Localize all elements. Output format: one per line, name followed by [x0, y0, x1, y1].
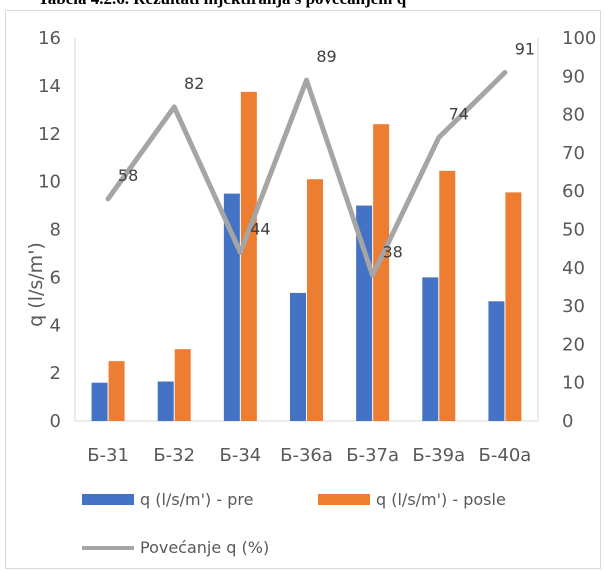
legend-label-posle: q (l/s/m') - posle	[376, 490, 506, 509]
y-tick-left-label: 0	[50, 411, 61, 432]
bar-pre	[223, 193, 240, 421]
data-label-increase: 38	[382, 242, 402, 261]
legend-item-increase: Povećanje q (%)	[82, 538, 269, 557]
y-tick-left-label: 12	[38, 124, 61, 145]
legend-label-increase: Povećanje q (%)	[140, 538, 270, 557]
x-tick-label: Б-34	[219, 445, 261, 466]
y-tick-right-label: 0	[562, 411, 573, 432]
x-tick-label: Б-36a	[280, 445, 333, 466]
y-tick-left-label: 8	[50, 220, 61, 241]
data-label-increase: 82	[184, 74, 204, 93]
legend-swatch-pre	[82, 494, 134, 505]
bar-pre	[157, 381, 174, 421]
y-axis-title: q (l/s/m')	[25, 242, 47, 327]
y-tick-right-label: 30	[562, 296, 585, 317]
bar-posle	[307, 179, 323, 421]
bar-posle	[108, 361, 125, 421]
legend-label-pre: q (l/s/m') - pre	[140, 490, 254, 509]
x-tick-label: Б-31	[87, 445, 129, 466]
y-tick-right-label: 50	[562, 220, 585, 241]
y-tick-right-label: 40	[562, 258, 585, 279]
y-tick-left-label: 2	[50, 363, 61, 384]
data-label-increase: 58	[118, 166, 138, 185]
data-label-increase: 44	[250, 219, 270, 238]
top-caption: Tabela 4.2.6. Rezultati injektiranja s p…	[38, 0, 406, 9]
legend-swatch-increase	[82, 545, 134, 550]
chart-frame	[5, 10, 601, 569]
y-tick-left-label: 14	[38, 76, 61, 97]
y-tick-right-label: 60	[562, 181, 585, 202]
y-tick-left-label: 16	[38, 28, 61, 49]
bar-pre	[290, 292, 306, 421]
bar-posle	[505, 192, 522, 421]
y-tick-left-label: 4	[50, 315, 61, 336]
legend-swatch-posle	[318, 494, 370, 505]
legend-item-posle: q (l/s/m') - posle	[318, 490, 506, 509]
y-tick-right-label: 10	[562, 373, 585, 394]
data-label-increase: 74	[449, 105, 469, 124]
bar-pre	[91, 382, 108, 421]
x-tick-label: Б-39a	[412, 445, 465, 466]
y-tick-right-label: 80	[562, 105, 585, 126]
y-tick-right-label: 70	[562, 143, 585, 164]
y-tick-right-label: 90	[562, 66, 585, 87]
y-tick-right-label: 100	[562, 28, 596, 49]
y-tick-left-label: 10	[38, 172, 61, 193]
data-label-increase: 89	[316, 47, 336, 66]
data-label-increase: 91	[515, 39, 535, 58]
legend-item-pre: q (l/s/m') - pre	[82, 490, 253, 509]
y-tick-left-label: 6	[50, 267, 61, 288]
bar-pre	[488, 301, 505, 421]
x-tick-label: Б-40a	[479, 445, 532, 466]
x-tick-label: Б-37a	[346, 445, 399, 466]
x-tick-label: Б-32	[153, 445, 195, 466]
bar-posle	[373, 124, 390, 422]
bar-posle	[439, 170, 456, 421]
bar-posle	[240, 91, 257, 421]
bar-pre	[422, 277, 439, 421]
y-tick-right-label: 20	[562, 334, 585, 355]
bar-posle	[174, 349, 191, 421]
